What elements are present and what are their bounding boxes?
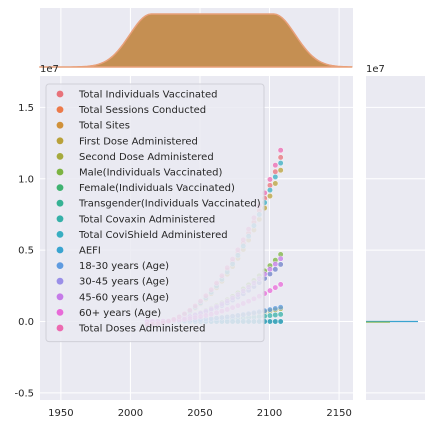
- legend-marker: [56, 277, 64, 285]
- top-density-curve: [39, 13, 353, 68]
- legend-marker: [56, 90, 64, 98]
- data-point: [277, 311, 284, 318]
- y-tick-label: 1.0: [18, 174, 34, 185]
- legend-marker: [56, 262, 64, 269]
- y-marginal-scale-label: 1e7: [366, 64, 385, 75]
- data-point: [277, 167, 284, 174]
- legend-marker: [56, 199, 64, 207]
- data-point: [267, 318, 273, 325]
- legend-label: First Dose Administered: [79, 136, 198, 147]
- legend-label: Total Individuals Vaccinated: [78, 90, 217, 101]
- legend-marker: [56, 215, 64, 223]
- data-point: [267, 187, 273, 193]
- data-point: [267, 312, 273, 319]
- x-tick-label: 2000: [118, 408, 143, 419]
- legend-label: 30-45 years (Age): [79, 277, 169, 288]
- tick-layer: 1950 2000 2050 2100 2150 -0.5 0.0 0.5 1.0 1.5: [14, 103, 351, 419]
- legend-label: AEFI: [79, 246, 101, 257]
- y-tick-label: 1.5: [18, 103, 34, 114]
- legend-marker: [56, 137, 64, 145]
- legend-label: Total Sites: [78, 121, 130, 132]
- data-point: [272, 266, 279, 273]
- legend-marker: [56, 309, 64, 316]
- legend-marker: [56, 246, 64, 254]
- data-point: [272, 180, 279, 187]
- data-point: [272, 312, 279, 318]
- legend-label: 45-60 years (Age): [79, 292, 169, 303]
- legend-label: Transgender(Individuals Vaccinated): [78, 199, 261, 210]
- legend-label: Total Doses Administered: [78, 324, 205, 335]
- legend-label: Male(Individuals Vaccinated): [79, 168, 223, 179]
- y-tick-label: 0.5: [18, 246, 34, 257]
- legend-label: 60+ years (Age): [79, 308, 161, 319]
- legend-label: 18-30 years (Age): [79, 261, 169, 272]
- data-point: [277, 261, 284, 268]
- y-tick-label: -0.5: [14, 388, 34, 399]
- y-scale-label: 1e7: [40, 64, 59, 75]
- x-tick-label: 2050: [187, 408, 212, 419]
- data-point: [277, 147, 284, 154]
- legend-marker: [56, 168, 64, 176]
- legend-label: Female(Individuals Vaccinated): [79, 183, 235, 194]
- legend-label: Total Sessions Conducted: [78, 105, 206, 116]
- legend-box: [45, 83, 265, 343]
- legend-label: Total Covaxin Administered: [78, 214, 215, 225]
- data-point: [272, 162, 279, 169]
- data-point: [277, 160, 284, 166]
- data-point: [267, 176, 273, 183]
- data-point: [272, 318, 279, 325]
- legend-marker: [56, 184, 64, 192]
- data-point: [267, 193, 273, 199]
- data-point: [277, 318, 284, 325]
- legend-marker: [56, 324, 64, 332]
- legend-marker: [56, 121, 64, 129]
- data-point: [272, 284, 279, 291]
- legend-marker: [56, 153, 64, 160]
- data-point: [272, 174, 279, 180]
- legend: Total Individuals Vaccinated Total Sessio…: [45, 83, 265, 343]
- data-point: [272, 261, 279, 267]
- x-tick-label: 2100: [257, 408, 282, 419]
- legend-label: Second Dose Administered: [79, 152, 214, 163]
- data-point: [272, 168, 279, 175]
- right-marginal-layer: [366, 106, 425, 394]
- data-point: [272, 305, 279, 312]
- data-point: [277, 154, 284, 161]
- legend-label: Total CoviShield Administered: [78, 230, 228, 241]
- legend-marker: [56, 293, 64, 301]
- data-point: [267, 306, 273, 313]
- data-point: [267, 287, 273, 294]
- data-point: [277, 304, 284, 311]
- legend-marker: [56, 106, 64, 113]
- right-marginal-panel: [366, 76, 425, 400]
- data-point: [277, 255, 284, 262]
- y-tick-label: 0.0: [18, 317, 34, 328]
- data-point: [277, 281, 284, 288]
- legend-marker: [56, 231, 64, 238]
- top-density-layer: [39, 8, 353, 68]
- x-tick-label: 1950: [48, 408, 73, 419]
- x-tick-label: 2150: [326, 408, 351, 419]
- data-point: [267, 266, 273, 273]
